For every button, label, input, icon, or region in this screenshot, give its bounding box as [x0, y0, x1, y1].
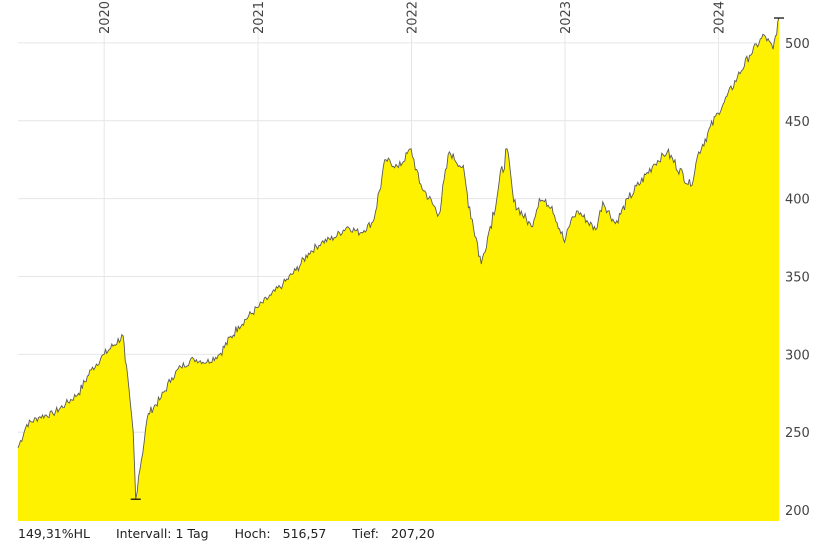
x-year-label-2020: 2020	[98, 1, 113, 34]
y-tick-label-400: 400	[785, 193, 810, 208]
price-line	[17, 17, 780, 500]
y-tick-label-300: 300	[785, 348, 810, 363]
y-tick-labels: 200 250 300 350 400 450 500	[785, 37, 810, 519]
interval-label: Intervall: 1 Tag	[115, 526, 209, 541]
x-year-labels: 2020 2021 2022 2023 2024	[98, 1, 727, 34]
y-tick-label-500: 500	[785, 37, 810, 52]
area-series	[17, 17, 780, 521]
chart-footer: 149,31%HL Intervall: 1 Tag Hoch: 516,57 …	[18, 526, 435, 541]
low-label: Tief:	[352, 526, 379, 541]
x-year-label-2024: 2024	[712, 1, 727, 34]
x-year-label-2023: 2023	[559, 1, 574, 34]
y-tick-label-200: 200	[785, 504, 810, 519]
y-tick-label-450: 450	[785, 115, 810, 130]
low-value: 207,20	[390, 526, 435, 541]
area-fill	[18, 18, 779, 521]
high-low-markers	[130, 17, 784, 500]
high-label: Hoch:	[234, 526, 271, 541]
y-tick-label-250: 250	[785, 426, 810, 441]
x-year-label-2021: 2021	[252, 1, 267, 34]
hl-percentage: 149,31%HL	[18, 526, 90, 541]
x-year-label-2022: 2022	[406, 1, 421, 34]
y-tick-label-350: 350	[785, 271, 810, 286]
high-value: 516,57	[282, 526, 327, 541]
